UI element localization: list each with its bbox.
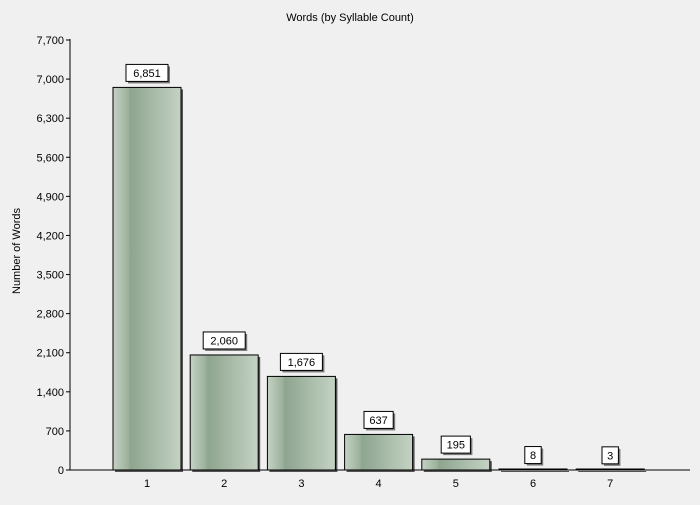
x-tick-label: 7 — [607, 478, 613, 490]
bars-group: 6,851 2,060 1,676 637 195 8 3 — [112, 63, 647, 473]
x-tick-label: 2 — [221, 478, 227, 490]
y-tick-label: 6,300 — [36, 113, 64, 125]
data-label: 3 — [607, 450, 613, 462]
data-label-box — [363, 410, 394, 429]
data-label-box — [279, 352, 323, 371]
data-label: 6,851 — [133, 68, 161, 80]
x-tick-label: 1 — [144, 478, 150, 490]
x-tick-label: 4 — [376, 478, 382, 490]
data-label-box — [524, 446, 542, 465]
bar — [266, 375, 336, 471]
x-tick-label: 3 — [298, 478, 304, 490]
y-tick-label: 4,900 — [36, 191, 64, 203]
bar — [344, 433, 414, 471]
y-axis-ticks: 0 700 1,400 2,100 2,800 3,500 4,200 4,900 5,600 6… — [36, 35, 70, 477]
y-tick-label: 3,500 — [36, 270, 64, 282]
data-label: 2,060 — [210, 335, 238, 347]
y-tick-label: 7,000 — [36, 74, 64, 86]
y-tick-label: 5,600 — [36, 152, 64, 164]
bar-shadow — [578, 471, 647, 472]
y-tick-label: 2,800 — [36, 309, 64, 321]
y-tick-label: 700 — [46, 426, 64, 438]
y-tick-label: 2,100 — [36, 348, 64, 360]
y-tick-label: 0 — [58, 465, 64, 477]
x-tick-label: 5 — [453, 478, 459, 490]
y-tick-label: 7,700 — [36, 35, 64, 47]
data-label-box — [125, 63, 169, 82]
data-label: 1,676 — [288, 357, 316, 369]
data-label: 195 — [447, 440, 465, 452]
y-tick-label: 4,200 — [36, 230, 64, 242]
y-axis-label: Number of Words — [11, 208, 23, 294]
data-label-box — [601, 446, 619, 465]
data-label: 8 — [530, 450, 536, 462]
x-tick-label: 6 — [530, 478, 536, 490]
data-label-box — [202, 331, 246, 350]
x-axis-ticks: 1 2 3 4 5 6 7 — [144, 478, 613, 490]
bar — [421, 458, 491, 471]
chart-title: Words (by Syllable Count) — [286, 12, 414, 24]
bar — [189, 354, 259, 471]
bar — [112, 86, 182, 471]
bar-shadow — [501, 471, 569, 472]
data-label: 637 — [369, 415, 387, 427]
data-label-box — [440, 435, 471, 454]
y-tick-label: 1,400 — [36, 387, 64, 399]
